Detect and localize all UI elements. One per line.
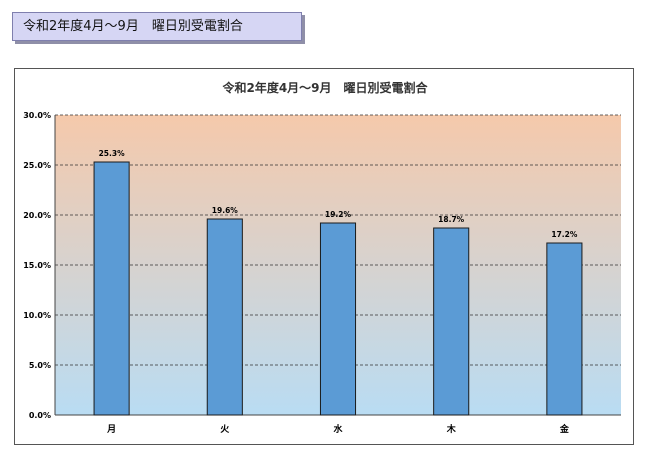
data-label: 19.6%: [212, 206, 239, 215]
data-label: 25.3%: [99, 149, 126, 158]
y-tick-label: 30.0%: [23, 111, 51, 120]
bar-chart: 令和2年度4月～9月 曜日別受電割合 0.0% 5.0% 10.0% 15.0% 20.…: [23, 80, 621, 435]
bar: [546, 242, 583, 416]
x-tick-label: 水: [333, 423, 343, 435]
x-tick-label: 月: [106, 424, 116, 435]
y-tick-label: 15.0%: [23, 261, 51, 270]
data-label: 19.2%: [325, 210, 352, 219]
chart-title: 令和2年度4月～9月 曜日別受電割合: [221, 80, 428, 95]
bar: [319, 222, 357, 416]
x-tick-label: 金: [559, 423, 570, 435]
y-tick-label: 10.0%: [23, 311, 51, 320]
y-tick-label: 0.0%: [29, 411, 51, 420]
data-label: 18.7%: [438, 215, 465, 224]
data-label: 17.2%: [551, 230, 578, 239]
bar: [93, 161, 130, 416]
y-tick-label: 5.0%: [29, 361, 51, 370]
page-title-label: 令和2年度4月～9月 曜日別受電割合: [12, 12, 302, 41]
x-tick-label: 火: [220, 424, 230, 435]
x-tick-label: 木: [446, 423, 457, 435]
chart-frame: 令和2年度4月～9月 曜日別受電割合 0.0% 5.0% 10.0% 15.0% 20.…: [14, 68, 634, 445]
y-tick-label: 25.0%: [23, 161, 51, 170]
bar: [206, 218, 243, 416]
bar: [433, 227, 470, 416]
y-tick-label: 20.0%: [23, 211, 51, 220]
